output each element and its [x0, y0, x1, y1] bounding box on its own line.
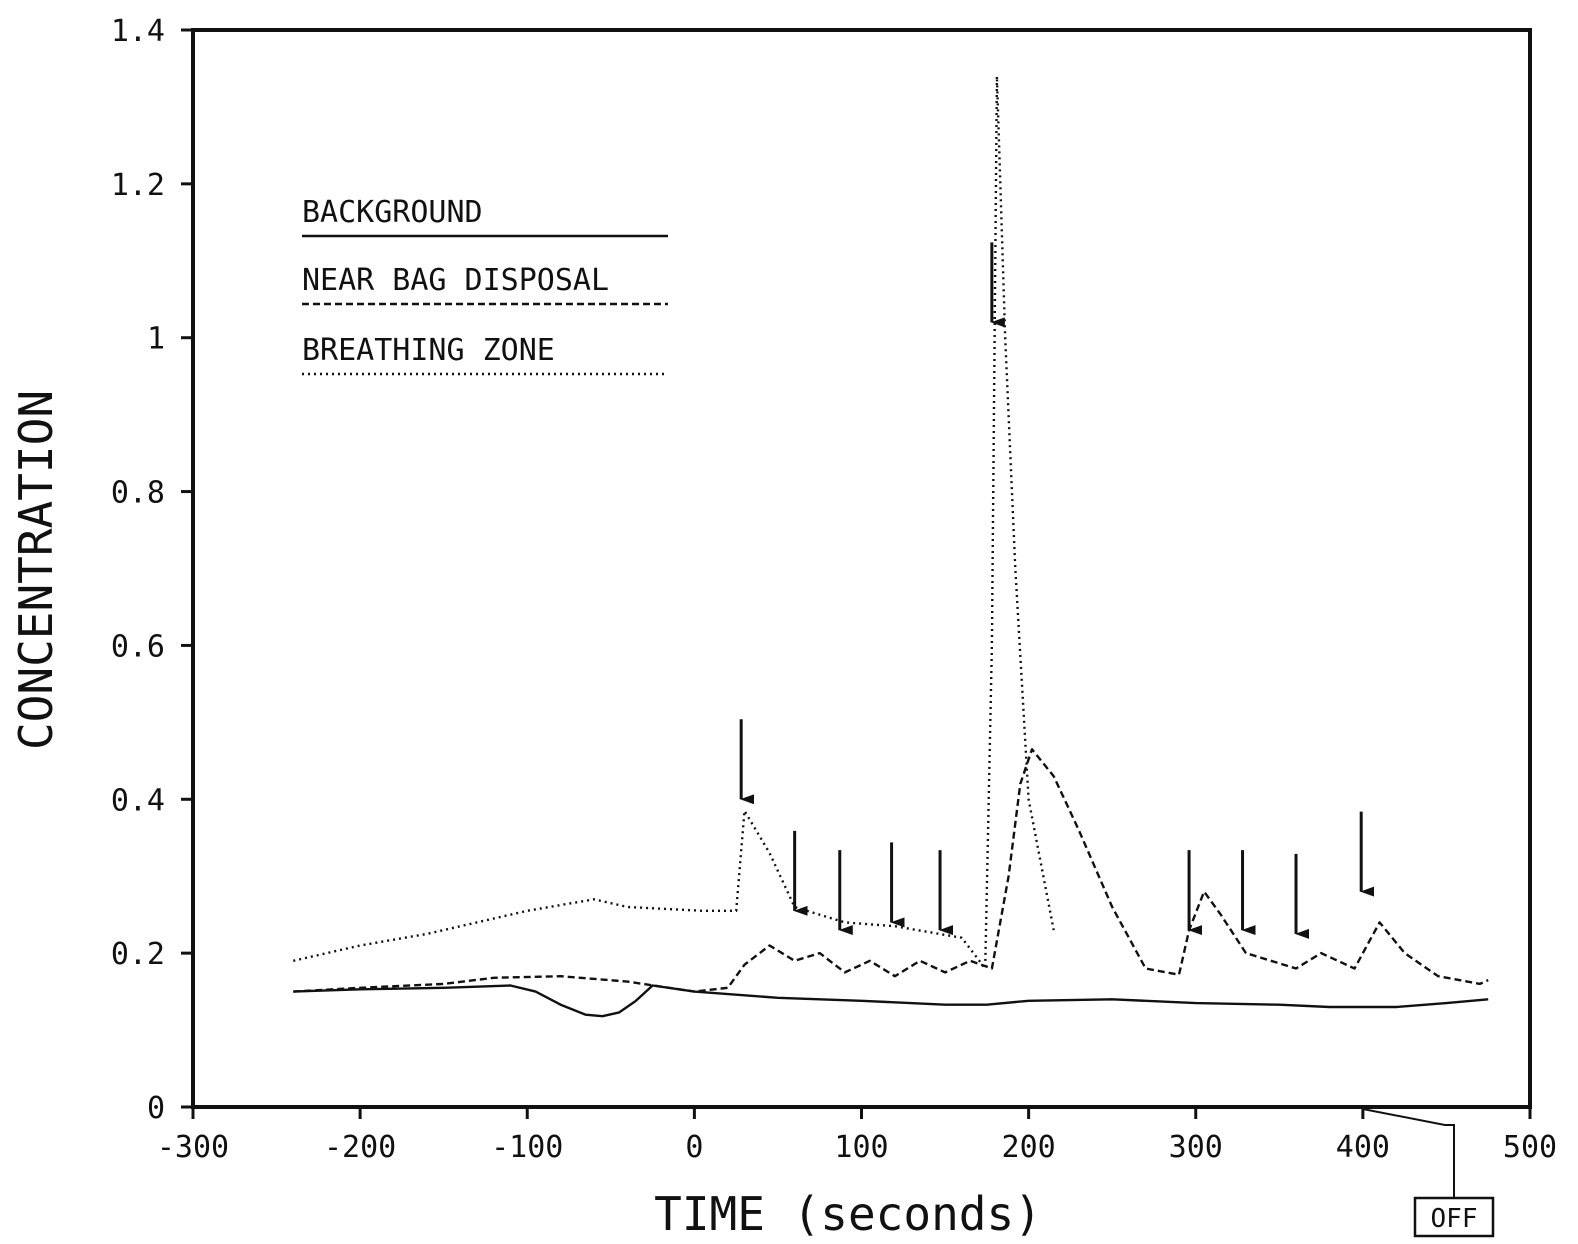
legend-label: BACKGROUND [302, 195, 483, 230]
legend-label: BREATHING ZONE [302, 333, 555, 368]
series-breathing-zone [293, 74, 1055, 970]
y-tick-label: 0.8 [111, 476, 165, 511]
y-tick-label: 0.6 [111, 629, 165, 664]
x-tick-label: 400 [1336, 1130, 1390, 1165]
off-leader-line [1362, 1108, 1455, 1198]
y-tick-label: 1 [147, 322, 165, 357]
y-axis-title: CONCENTRATION [9, 390, 63, 750]
y-tick-label: 0.4 [111, 783, 165, 818]
series-background [293, 984, 1489, 1018]
x-tick-label: 100 [834, 1130, 888, 1165]
legend-label: NEAR BAG DISPOSAL [302, 263, 609, 298]
series-near-bag-disposal [293, 748, 1489, 993]
x-tick-label: -300 [157, 1130, 229, 1165]
x-tick-label: 200 [1002, 1130, 1056, 1165]
y-tick-label: 1.4 [111, 14, 165, 49]
x-tick-label: 0 [685, 1130, 703, 1165]
x-tick-label: -200 [324, 1130, 396, 1165]
y-tick-label: 0 [147, 1091, 165, 1126]
x-tick-label: -100 [491, 1130, 563, 1165]
off-callout-label: OFF [1431, 1204, 1478, 1234]
x-tick-label: 500 [1503, 1130, 1557, 1165]
y-tick-label: 0.2 [111, 937, 165, 972]
off-callout-box [1413, 1196, 1495, 1238]
plot-frame [191, 28, 1532, 1109]
x-axis-title: TIME (seconds) [654, 1187, 1042, 1241]
y-tick-label: 1.2 [111, 168, 165, 203]
x-tick-label: 300 [1169, 1130, 1223, 1165]
